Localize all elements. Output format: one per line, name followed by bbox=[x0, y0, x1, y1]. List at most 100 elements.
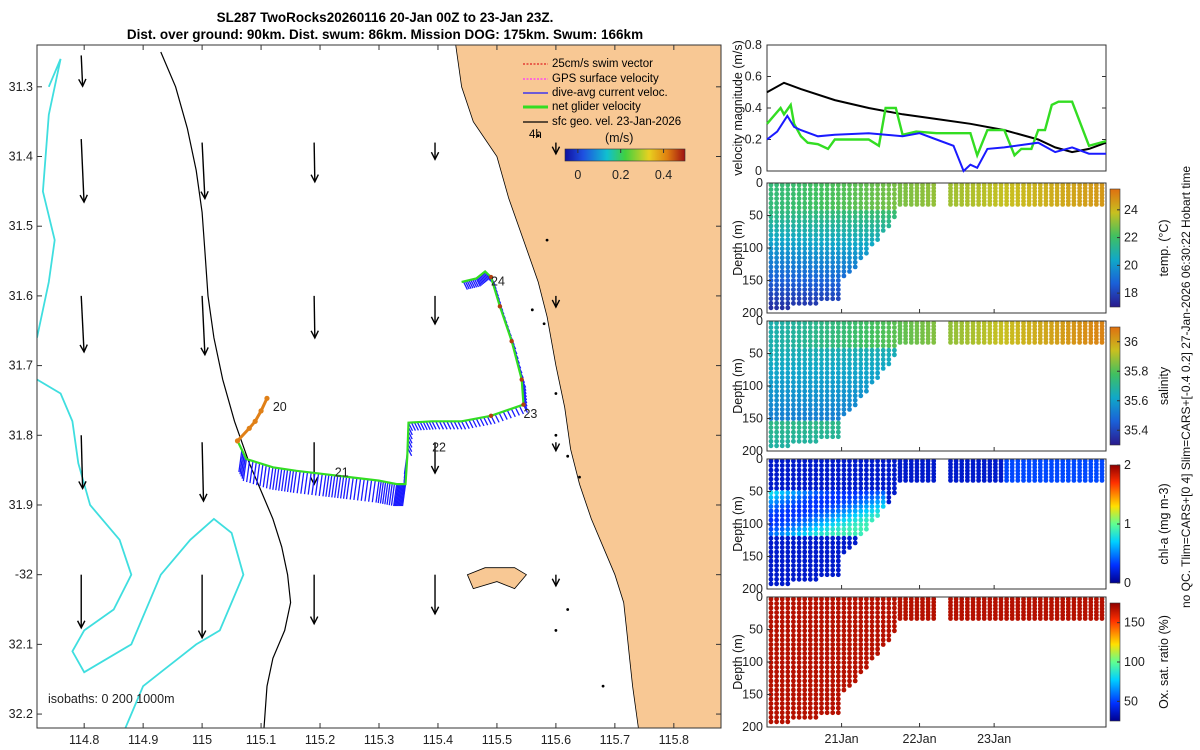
profile-dot bbox=[768, 596, 774, 602]
profile-dot bbox=[791, 200, 796, 206]
profile-dot bbox=[858, 610, 864, 615]
profile-dot bbox=[830, 572, 836, 578]
profile-dot bbox=[768, 714, 774, 720]
profile-dot bbox=[796, 361, 802, 367]
profile-dot bbox=[908, 340, 914, 345]
profile-dot bbox=[830, 558, 836, 564]
profile-dot bbox=[807, 508, 813, 514]
profile-dot bbox=[1054, 333, 1060, 339]
current-vector bbox=[396, 483, 401, 507]
profile-dot bbox=[768, 508, 774, 514]
profile-dot bbox=[835, 605, 841, 611]
profile-dot bbox=[948, 465, 953, 470]
profile-dot bbox=[858, 329, 864, 335]
profile-dot bbox=[802, 687, 808, 693]
profile-dot bbox=[785, 407, 791, 412]
profile-dot bbox=[841, 325, 847, 330]
profile-dot bbox=[847, 535, 852, 541]
profile-dot bbox=[1037, 320, 1043, 326]
profile-dot bbox=[1054, 465, 1060, 470]
profile-dot bbox=[835, 619, 841, 625]
profile-dot bbox=[813, 397, 819, 403]
profile-dot bbox=[903, 333, 908, 339]
profile-dot bbox=[796, 710, 802, 716]
profile-dot bbox=[847, 651, 852, 656]
profile-dot bbox=[819, 633, 824, 638]
profile-dot bbox=[1037, 458, 1043, 464]
profile-dot bbox=[791, 375, 796, 380]
profile-dot bbox=[869, 200, 875, 206]
profile-dot bbox=[830, 526, 836, 532]
profile-dot bbox=[998, 340, 1004, 345]
profile-dot bbox=[819, 361, 824, 367]
current-vector bbox=[482, 272, 488, 282]
profile-dot bbox=[858, 522, 864, 527]
profile-dot bbox=[779, 481, 785, 487]
profile-dot bbox=[819, 205, 824, 211]
profile-dot bbox=[796, 347, 802, 353]
profile-dot bbox=[824, 710, 830, 716]
profile-dot bbox=[1049, 202, 1054, 207]
profile-dot bbox=[847, 379, 852, 385]
profile-dot bbox=[869, 209, 875, 215]
profile-dot bbox=[813, 223, 819, 229]
profile-dot bbox=[892, 463, 897, 468]
profile-dot bbox=[768, 558, 774, 564]
profile-dot bbox=[1071, 599, 1077, 605]
profile-dot bbox=[779, 361, 785, 367]
profile-dot bbox=[796, 375, 802, 380]
profile-dot bbox=[875, 191, 880, 197]
profile-dot bbox=[796, 596, 802, 602]
profile-dot bbox=[897, 327, 903, 332]
profile-dot bbox=[774, 191, 779, 197]
profile-dot bbox=[830, 352, 836, 358]
profile-dot bbox=[796, 513, 802, 518]
profile-dot bbox=[807, 384, 813, 389]
profile-dot bbox=[785, 531, 791, 537]
day-label: 24 bbox=[491, 274, 505, 288]
profile-dot bbox=[802, 282, 808, 288]
profile-dot bbox=[835, 264, 841, 270]
profile-dot bbox=[841, 628, 847, 634]
profile-dot bbox=[976, 599, 981, 605]
profile-dot bbox=[774, 495, 779, 500]
profile-dot bbox=[796, 255, 802, 261]
profile-dot bbox=[802, 669, 808, 675]
profile-dot bbox=[830, 623, 836, 629]
profile-dot bbox=[768, 642, 774, 647]
profile-dot bbox=[779, 476, 785, 482]
profile-dot bbox=[768, 655, 774, 661]
profile-dot bbox=[774, 531, 779, 537]
profile-dot bbox=[774, 393, 779, 399]
profile-dot bbox=[875, 200, 880, 206]
profile-dot bbox=[1071, 478, 1077, 483]
profile-dot bbox=[1082, 182, 1088, 188]
profile-dot bbox=[785, 490, 791, 496]
profile-dot bbox=[892, 628, 897, 634]
current-vector bbox=[460, 421, 467, 430]
profile-dot bbox=[807, 338, 813, 344]
profile-dot bbox=[847, 614, 852, 620]
profile-dot bbox=[875, 223, 880, 229]
profile-dot bbox=[785, 223, 791, 229]
profile-dot bbox=[858, 472, 864, 477]
profile-dot bbox=[864, 619, 869, 625]
profile-dot bbox=[892, 610, 897, 615]
profile-dot bbox=[925, 202, 931, 207]
current-vector bbox=[483, 416, 489, 426]
profile-dot bbox=[953, 465, 959, 470]
profile-dot bbox=[1082, 465, 1088, 470]
profile-dot bbox=[1071, 471, 1077, 477]
profile-dot bbox=[796, 576, 802, 582]
profile-dot bbox=[813, 420, 819, 426]
profile-dot bbox=[993, 606, 998, 612]
profile-dot bbox=[1054, 340, 1060, 345]
profile-dot bbox=[864, 481, 869, 487]
profile-dot bbox=[791, 563, 796, 568]
current-vector bbox=[300, 471, 305, 494]
profile-dot bbox=[807, 287, 813, 292]
profile-dot bbox=[813, 393, 819, 399]
profile-dot bbox=[1004, 478, 1009, 483]
